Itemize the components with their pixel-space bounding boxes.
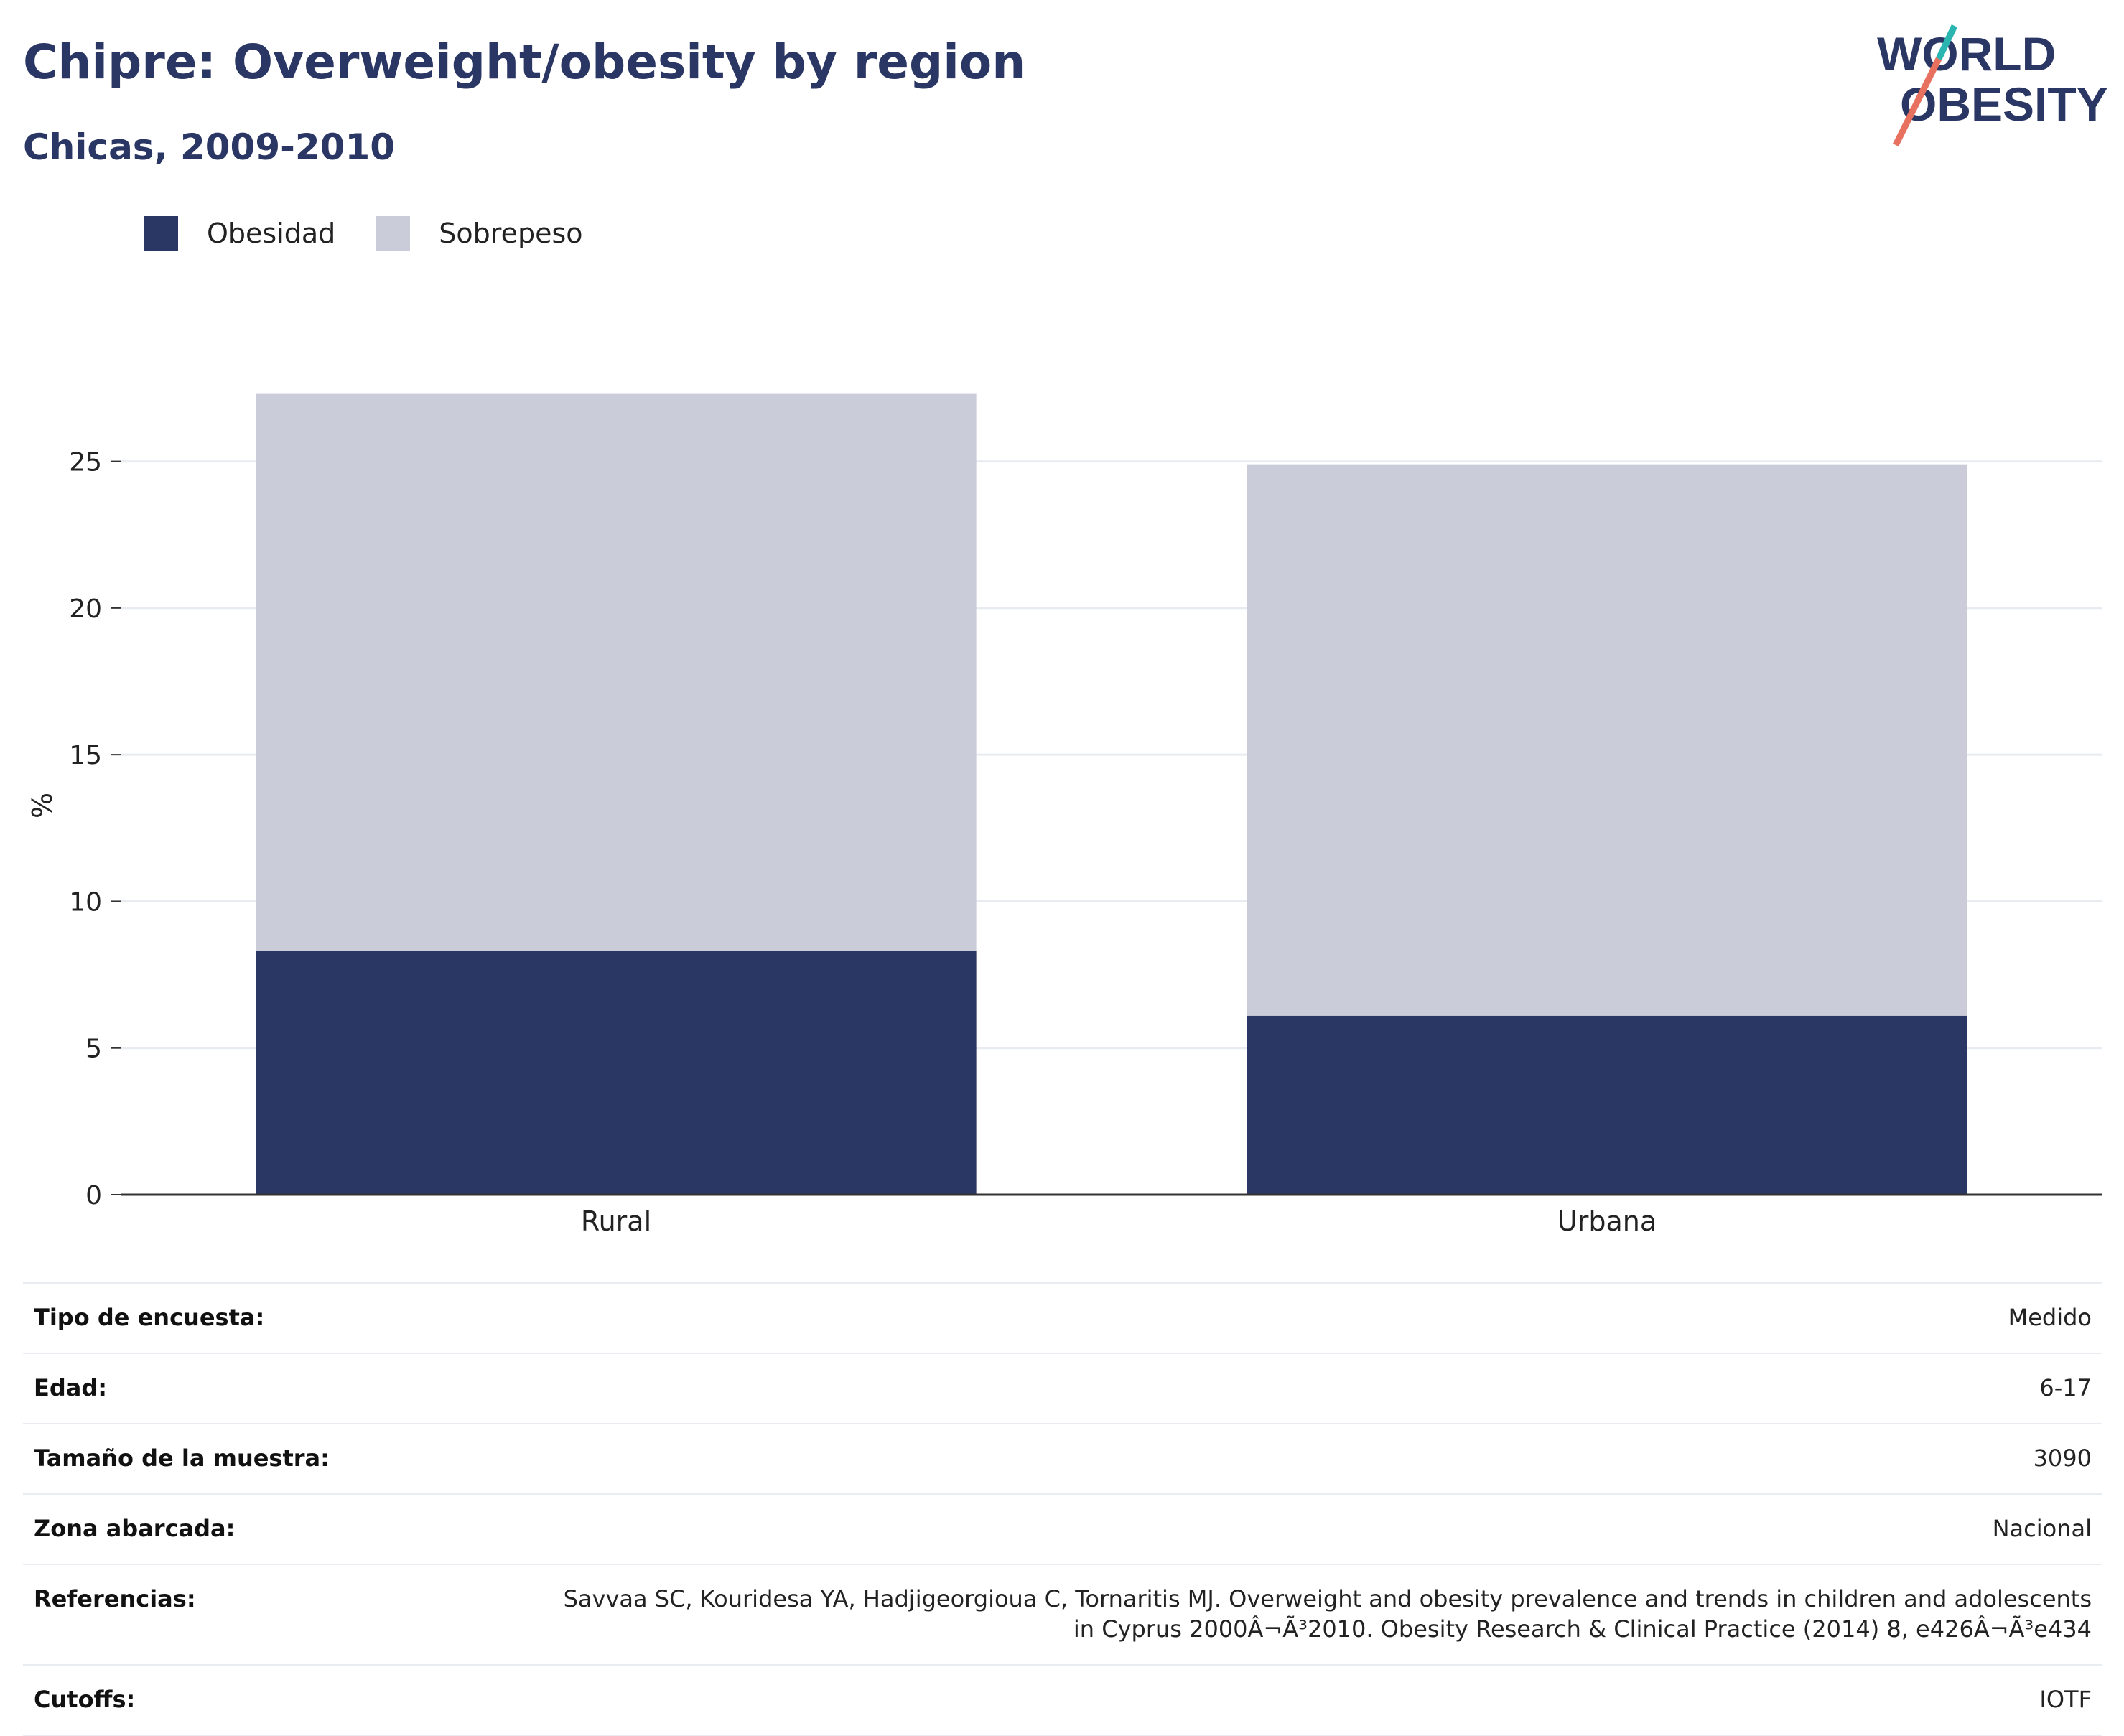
y-tick-label: 0 xyxy=(85,1181,102,1210)
info-label: Edad: xyxy=(34,1374,108,1401)
y-tick-label: 20 xyxy=(69,594,102,624)
bar-sobrepeso-urbana xyxy=(1247,464,1967,1016)
chart-title: Chipre: Overweight/obesity by region xyxy=(23,34,1026,90)
info-row-muestra: Tamaño de la muestra: 3090 xyxy=(23,1423,2102,1493)
survey-info-table: Tipo de encuesta: Medido Edad: 6-17 Tama… xyxy=(23,1282,2102,1736)
y-tick-label: 5 xyxy=(85,1035,102,1064)
info-label: Referencias: xyxy=(34,1585,196,1613)
info-value: Medido xyxy=(2008,1304,2092,1331)
legend-swatch-sobrepeso xyxy=(376,216,411,251)
chart-subtitle: Chicas, 2009-2010 xyxy=(23,126,396,168)
info-row-cutoffs: Cutoffs: IOTF xyxy=(23,1664,2102,1736)
legend-item-sobrepeso[interactable]: Sobrepeso xyxy=(376,216,583,251)
info-value: Savvaa SC, Kouridesa YA, Hadjigeorgioua … xyxy=(563,1585,2092,1643)
bar-obesidad-rural xyxy=(256,951,977,1195)
world-obesity-logo: WORLD OBESITY xyxy=(1877,24,2108,147)
logo-word-obesity: OBESITY xyxy=(1900,78,2108,131)
chart-legend: Obesidad Sobrepeso xyxy=(144,214,623,253)
info-value: 6-17 xyxy=(2039,1374,2092,1401)
legend-swatch-obesidad xyxy=(144,216,178,251)
stacked-bar-chart: 0 5 10 15 20 25% Rural Urbana xyxy=(27,393,2102,1237)
x-tick-label: Urbana xyxy=(1557,1205,1657,1237)
info-label: Tamaño de la muestra: xyxy=(34,1445,330,1472)
y-tick-label: 10 xyxy=(69,887,102,917)
logo-word-world: WORLD xyxy=(1877,27,2056,80)
x-tick-label: Rural xyxy=(581,1205,651,1237)
legend-label-sobrepeso: Sobrepeso xyxy=(439,218,583,249)
legend-label-obesidad: Obesidad xyxy=(207,218,336,249)
legend-item-obesidad[interactable]: Obesidad xyxy=(144,216,335,251)
info-row-zona: Zona abarcada: Nacional xyxy=(23,1493,2102,1564)
logo-slash-teal xyxy=(1935,24,1958,60)
info-value: 3090 xyxy=(2033,1445,2092,1472)
info-label: Tipo de encuesta: xyxy=(34,1304,265,1331)
info-row-edad: Edad: 6-17 xyxy=(23,1353,2102,1423)
bar-obesidad-urbana xyxy=(1247,1015,1967,1195)
logo-slash-coral xyxy=(1892,57,1942,147)
y-tick-label: 15 xyxy=(69,741,102,770)
info-label: Zona abarcada: xyxy=(34,1515,236,1542)
info-value: IOTF xyxy=(2039,1686,2092,1713)
info-row-tipo: Tipo de encuesta: Medido xyxy=(23,1282,2102,1353)
info-value: Nacional xyxy=(1992,1515,2092,1542)
info-row-referencias: Referencias: Savvaa SC, Kouridesa YA, Ha… xyxy=(23,1564,2102,1664)
y-tick-label: 25 xyxy=(69,448,102,477)
y-axis-label: % xyxy=(27,793,58,818)
info-label: Cutoffs: xyxy=(34,1686,136,1713)
bar-sobrepeso-rural xyxy=(256,393,977,951)
